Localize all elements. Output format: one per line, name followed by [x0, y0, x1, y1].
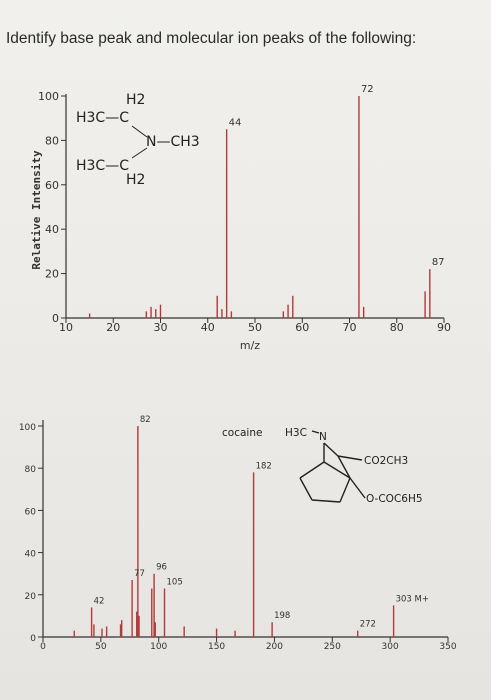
c2-ytick-label: 0	[30, 634, 36, 644]
c2-ytick-label: 100	[19, 423, 36, 433]
c1-ytick-label: 0	[52, 312, 59, 325]
chart1-structure-line-3: N—CH3	[146, 134, 200, 150]
c1-peak-label-72: 72	[361, 84, 374, 95]
c2-xtick-label: 200	[266, 642, 283, 652]
c2-xtick-label: 100	[150, 642, 167, 652]
c2-ytick-label: 40	[25, 550, 37, 560]
c1-xtick-label: 30	[154, 321, 168, 334]
c2-peak-label-82: 82	[140, 415, 151, 425]
chart1-structure-bond-lower	[131, 147, 148, 159]
c2-ytick-label: 80	[25, 465, 37, 475]
c2-peak-label-105: 105	[167, 577, 183, 587]
c2-peak-label-96: 96	[156, 563, 167, 573]
c1-xtick-label: 60	[295, 321, 309, 334]
c2-peak-label-182: 182	[256, 461, 272, 471]
chart1-xlabel: m/z	[240, 339, 260, 352]
c1-xtick-label: 80	[390, 321, 404, 334]
c1-ytick-label: 100	[38, 90, 59, 103]
chart1-structure: H2 H3C—C N—CH3 H3C—C H2	[76, 92, 200, 188]
chart2-structure-benzoate: O-COC6H5	[366, 493, 423, 505]
chart2-title: cocaine	[222, 427, 262, 439]
c2-peak-label-42: 42	[94, 596, 105, 606]
question-text: Identify base peak and molecular ion pea…	[6, 30, 417, 47]
c2-peak-label-77: 77	[134, 569, 145, 579]
chart2-structure: H3C N CO2CH3 O-COC6H5	[285, 427, 423, 505]
c1-xtick-label: 20	[106, 321, 120, 334]
c1-xtick-label: 90	[437, 321, 451, 334]
chart1: Relative Intensity m/z 0 20 40 60 80 100 10 20…	[30, 84, 451, 352]
c2-ytick-label: 20	[25, 592, 37, 602]
chart2-structure-h3c: H3C	[285, 427, 307, 439]
c2-peak-label-198: 198	[274, 611, 290, 621]
c2-xtick-label: 0	[40, 642, 46, 652]
chart1-structure-bond-upper	[131, 125, 148, 138]
c2-xtick-label: 250	[324, 642, 341, 652]
chart1-structure-line-2: H3C—C	[76, 110, 129, 126]
chart1-ylabel: Relative Intensity	[30, 150, 43, 270]
chart1-structure-line-5: H2	[126, 172, 145, 188]
chart1-structure-line-1: H2	[126, 92, 145, 108]
chart1-structure-line-4: H3C—C	[76, 158, 129, 174]
c1-ytick-label: 60	[45, 179, 59, 192]
c1-xtick-label: 70	[343, 321, 357, 334]
c1-ytick-label: 40	[45, 223, 59, 236]
c2-peak-label-303: 303 M+	[396, 594, 429, 604]
c1-xtick-label: 50	[248, 321, 262, 334]
chart2-structure-bonds	[299, 430, 366, 503]
c2-peak-label-272: 272	[360, 620, 376, 630]
c2-xtick-label: 350	[439, 642, 456, 652]
c1-peak-label-44: 44	[229, 117, 242, 128]
c2-xtick-label: 50	[95, 642, 107, 652]
chart2: 0 20 40 60 80 100 0 50 100 150 200 250 300 350 42 77 8…	[19, 415, 457, 652]
chart2-structure-ester: CO2CH3	[364, 455, 408, 467]
c2-xtick-label: 150	[208, 642, 225, 652]
c1-xtick-label: 40	[201, 321, 215, 334]
c1-peak-label-87: 87	[432, 257, 445, 268]
chart2-structure-n: N	[319, 431, 327, 443]
c1-ytick-label: 20	[45, 268, 59, 281]
c1-xtick-label: 10	[59, 321, 73, 334]
c2-xtick-label: 300	[382, 642, 399, 652]
c2-ytick-label: 60	[25, 507, 37, 517]
c1-ytick-label: 80	[45, 134, 59, 147]
